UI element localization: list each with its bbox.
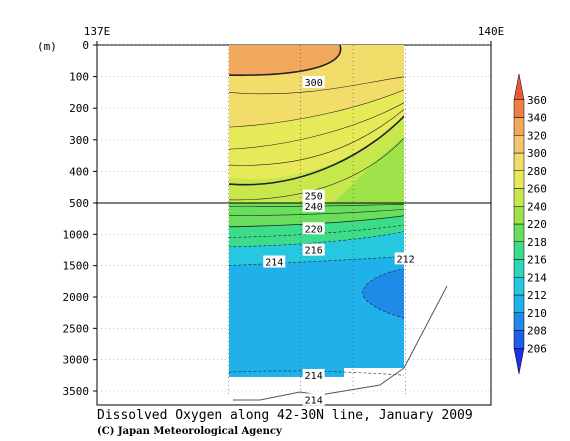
contour-label: 214 — [265, 258, 283, 269]
contour-label: 220 — [305, 224, 323, 235]
y-tick-label: 1500 — [63, 260, 90, 273]
colorbar-segment — [513, 99, 525, 118]
colorbar-label: 240 — [527, 200, 547, 213]
contour-245 — [229, 137, 404, 201]
colorbar-label: 216 — [527, 254, 547, 267]
colorbar-label: 220 — [527, 218, 547, 231]
contour-212 — [362, 268, 404, 319]
contour-240 — [229, 203, 404, 208]
colorbar-label: 212 — [527, 289, 547, 302]
colorbar-segment — [513, 294, 525, 313]
contour-label-bg — [302, 222, 325, 235]
colorbar-segment — [513, 152, 525, 171]
colorbar-label: 360 — [527, 94, 547, 107]
y-tick-label: 200 — [69, 102, 89, 115]
colorbar-label: 218 — [527, 236, 547, 249]
zone-surface — [229, 45, 341, 76]
colorbar-segment — [513, 348, 525, 375]
colorbar-segment — [513, 117, 525, 136]
contour-250 — [229, 115, 404, 186]
contour-label: 214 — [305, 395, 323, 406]
y-tick-label: 3000 — [63, 354, 90, 367]
colorbar-segment — [513, 206, 525, 225]
colorbar-segment — [513, 259, 525, 278]
y-unit-label: (m) — [37, 40, 57, 53]
colorbar-segment — [513, 330, 525, 349]
contour-label-bg — [302, 368, 325, 381]
contour-label-bg — [302, 199, 325, 212]
y-tick-label: 2000 — [63, 291, 90, 304]
y-tick-label: 1000 — [63, 228, 90, 241]
contour-label-bg — [394, 252, 417, 265]
contour-290 — [229, 76, 404, 95]
y-tick-label: 300 — [69, 134, 89, 147]
colorbar-segment — [513, 73, 525, 100]
zone-500m — [229, 203, 404, 227]
contour-280 — [229, 89, 404, 128]
colorbar-label: 280 — [527, 165, 547, 178]
contour-label-bg — [302, 189, 325, 202]
bottom-slope-line — [403, 285, 448, 369]
contour-label-bg — [302, 243, 325, 256]
colorbar-segment — [513, 223, 525, 242]
contour-label-bg — [302, 75, 325, 88]
contour-label: 300 — [305, 78, 323, 89]
colorbar-label: 300 — [527, 147, 547, 160]
y-axis-ticks: 0 100 200 300 400 500 1000 1500 2000 2500 3000 3500 — [63, 39, 97, 398]
contour-230 — [229, 209, 404, 216]
colorbar-label: 206 — [527, 342, 547, 355]
contour-label: 212 — [397, 254, 415, 265]
colorbar-label: 208 — [527, 325, 547, 338]
colorbar-label: 214 — [527, 271, 547, 284]
contour-216 — [229, 231, 404, 248]
x-tick-label: 137E — [84, 25, 111, 38]
y-tick-label: 0 — [82, 39, 89, 52]
contour-lines — [229, 45, 404, 376]
colorbar-segment — [513, 241, 525, 260]
zone-east-min — [362, 269, 404, 319]
colorbar-label: 340 — [527, 112, 547, 125]
colorbar-segment — [513, 135, 525, 154]
colorbar-segment — [513, 277, 525, 296]
y-tick-label: 2500 — [63, 322, 90, 335]
colorbar-label: 320 — [527, 129, 547, 142]
contour-label: 216 — [305, 246, 323, 257]
colorbar-label: 260 — [527, 183, 547, 196]
contour-label: 214 — [305, 371, 323, 382]
bottom-mask — [344, 368, 404, 380]
contour-label-bg — [302, 393, 325, 406]
y-tick-label: 3500 — [63, 385, 90, 398]
colorbar-segment — [513, 170, 525, 189]
contour-300 — [229, 45, 342, 76]
contour-260 — [229, 109, 404, 166]
contour-label: 250 — [305, 192, 323, 203]
y-tick-label: 400 — [69, 165, 89, 178]
contour-label-bg — [263, 255, 286, 268]
y-tick-label: 500 — [69, 197, 89, 210]
colorbar-segment — [513, 188, 525, 207]
y-tick-label: 100 — [69, 71, 89, 84]
colorbar-label: 210 — [527, 307, 547, 320]
x-tick-label: 140E — [478, 25, 505, 38]
chart-title: Dissolved Oxygen along 42-30N line, Janu… — [97, 408, 473, 423]
contour-270 — [229, 102, 404, 150]
x-axis-ticks: 137E 140E — [84, 25, 505, 45]
contour-214 — [229, 256, 404, 266]
chart-credit: (C) Japan Meteorological Agency — [97, 426, 282, 437]
colorbar-segment — [513, 312, 525, 331]
contour-label: 240 — [305, 202, 323, 213]
colorbar: 360 340 320 300 280 260 240 220 218 216 214 212 210 2… — [513, 73, 547, 375]
